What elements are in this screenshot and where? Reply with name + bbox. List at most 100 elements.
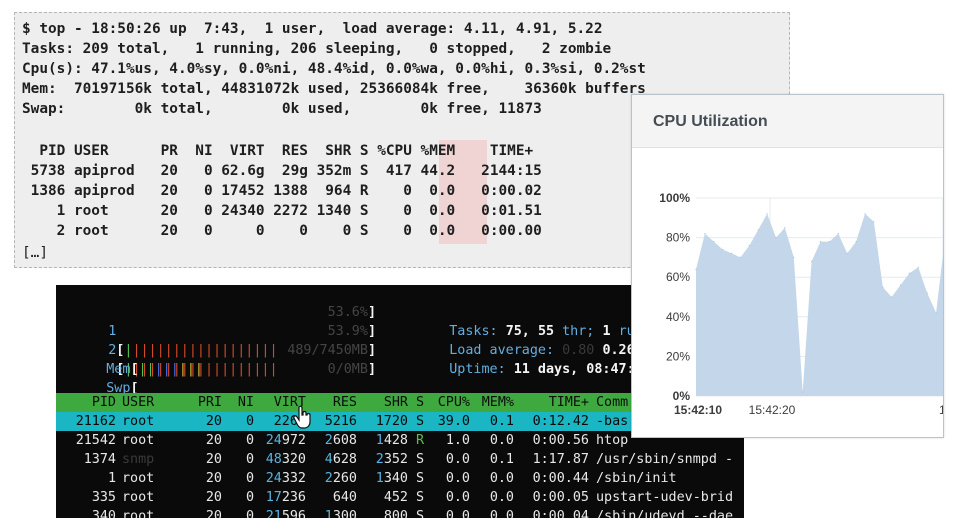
cell-s: S [416,490,425,505]
cpu-data-point [695,268,697,270]
selected-process-row[interactable] [56,412,744,431]
cell-user: root [122,433,155,448]
cell-cpu: 0.0 [445,471,470,486]
cell-user: root [122,509,155,518]
cell-cmd: htop [596,433,629,448]
cell-mem: 0.0 [489,490,514,505]
cell-cmd: /sbin/init [596,471,677,486]
top-header-line: $ top - 18:50:26 up 7:43, 1 user, load a… [22,21,603,37]
y-tick-label: 20% [666,349,690,363]
y-tick-label: 60% [666,270,690,284]
cpu-data-point [837,233,839,235]
cell-s: S [416,452,425,467]
panel-title: CPU Utilization [653,113,768,130]
cell-cmd: /usr/sbin/snmpd - [596,452,734,467]
cpu-data-point [882,286,884,288]
cpu-data-point [828,241,830,243]
cpu-data-point [793,256,795,258]
cell-ni: 0 [245,509,254,518]
cpu-utilization-chart: 0% 20% 40% 60% 80% 100% 15:42:10 15:42:20 15:42 [659,191,943,417]
mem-label: Mem [106,362,131,377]
cell-res: 2608 [324,433,357,448]
cpu-data-point [926,292,928,294]
column-header-s[interactable]: S [416,395,425,410]
cpu1-value: 53.6%] [327,305,376,320]
column-header-time[interactable]: TIME+ [548,395,589,410]
tasks-summary: Tasks: 75, 55 thr; 1 runn [449,324,651,339]
cpu1-bar: |||||||||||||||||| [132,343,278,358]
cell-pri: 20 [205,490,222,505]
cell-virt: 48320 [265,452,306,467]
column-header-virt[interactable]: VIRT [273,395,306,410]
x-tick-label: 15:42:20 [749,403,796,417]
column-header-res[interactable]: RES [332,395,357,410]
cpu-data-point [775,237,777,239]
cell-cpu: 1.0 [445,433,470,448]
cell-cpu: 39.0 [437,414,470,429]
cell-user: snmp [122,452,155,467]
cell-pri: 20 [205,414,222,429]
cpu-data-point [748,244,750,247]
cell-cmd: upstart-udev-brid [596,490,734,505]
cell-ni: 0 [245,471,254,486]
cpu-data-point [757,229,759,231]
cell-ni: 0 [245,414,254,429]
cell-shr: 1340 [375,471,408,486]
swp-meter: Swp[ [106,381,139,396]
cell-pri: 20 [205,471,222,486]
mem-value: 489/7450MB] [287,343,376,358]
top-process-row: 5738 apiprod 20 0 62.6g 29g 352m S 417 4… [22,163,542,179]
cell-pid: 1 [107,471,116,486]
cpu-data-point [864,213,866,215]
cell-virt: 21596 [265,509,306,518]
cell-virt: 17236 [265,490,306,505]
cpu-data-point [855,241,857,243]
cpu-data-point [704,233,706,235]
x-tick-label: 15:42:10 [674,403,722,417]
cell-shr: 1720 [375,414,408,429]
column-header-cpu-pct[interactable]: CPU% [437,395,470,410]
cpu2-label: 2 [108,343,117,358]
cell-s: S [416,509,425,518]
column-header-pid[interactable]: PID [91,395,116,410]
mem-meter: Mem[|||||||| [106,362,203,377]
cell-cpu: 0.0 [445,452,470,467]
cell-pid: 340 [91,509,116,518]
top-column-header: PID USER PR NI VIRT RES SHR S %CPU %MEM … [22,143,534,159]
cell-res: 1300 [324,509,357,518]
cell-cpu: 0.0 [445,490,470,505]
column-header-mem-pct[interactable]: MEM% [481,395,514,410]
cpu-data-point [739,256,742,258]
cell-virt: 24332 [265,471,306,486]
cell-time: 0:12.42 [532,414,589,429]
cell-res: 640 [332,490,357,505]
cell-ni: 0 [245,452,254,467]
top-swap-line: Swap: 0k total, 0k used, 0k free, 11873 [22,101,542,117]
column-header-user[interactable]: USER [122,395,155,410]
cell-time: 0:00.04 [532,509,589,518]
hand-pointer-icon [293,405,311,429]
column-header-ni[interactable]: NI [237,395,254,410]
cpu-data-point [819,241,822,243]
column-header-pri[interactable]: PRI [197,395,222,410]
top-process-row: 1386 apiprod 20 0 17452 1388 964 R 0 0.0… [22,183,542,199]
cpu-data-point [935,312,937,314]
cell-mem: 0.1 [489,452,514,467]
cell-pri: 20 [205,509,222,518]
top-process-row: 1 root 20 0 24340 2272 1340 S 0 0.0 0:01… [22,203,542,219]
panel-titlebar: CPU Utilization [632,95,943,148]
cpu-data-point [891,296,893,298]
cpu-data-point [873,221,875,223]
cell-time: 1:17.87 [532,452,589,467]
cell-shr: 2352 [375,452,408,467]
cell-mem: 0.0 [489,509,514,518]
column-header-shr[interactable]: SHR [383,395,408,410]
cpu-data-point [811,260,813,262]
column-header-comm[interactable]: Comm [596,395,629,410]
cpu-data-point [784,227,786,229]
y-tick-label: 80% [666,231,690,245]
cpu1-bar-low: | [124,343,133,358]
cpu-utilization-panel[interactable]: CPU Utilization 0% 20% 40% 60% 80% 100% 15:42:… [631,94,944,438]
cell-s: S [416,471,425,486]
cell-virt: 24972 [265,433,306,448]
